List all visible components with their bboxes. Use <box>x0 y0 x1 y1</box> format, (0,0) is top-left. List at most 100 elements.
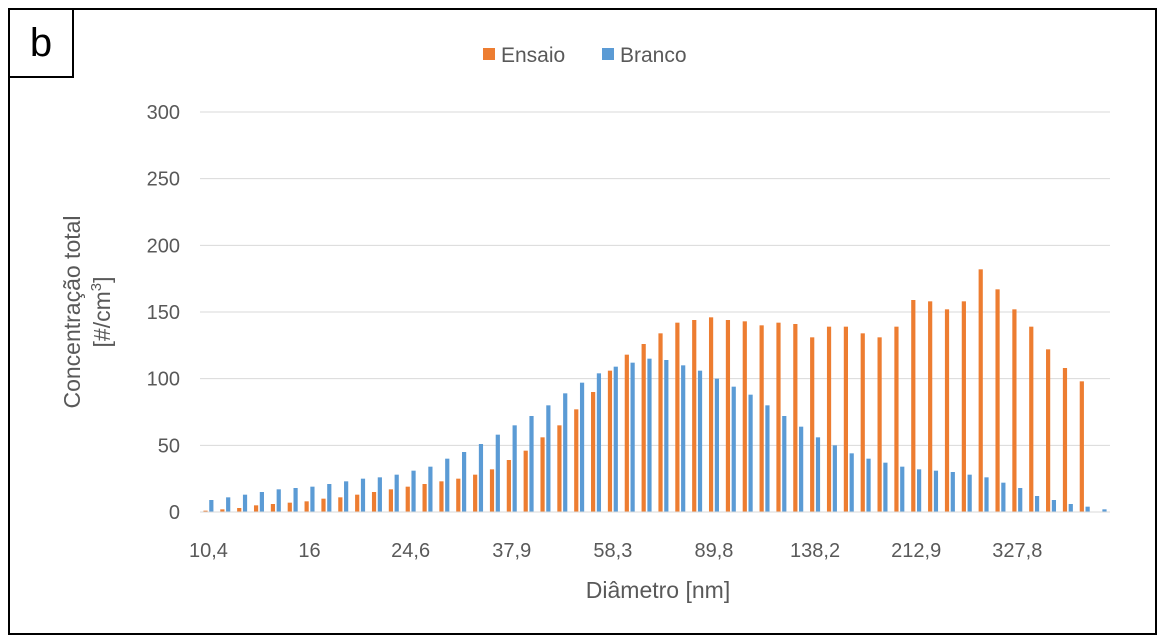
bar <box>276 489 281 512</box>
bar <box>742 321 747 512</box>
x-axis-tick-labels: 10,4 16 24,6 37,9 58,3 89,8 138,2 212,9 327,8 <box>189 540 1042 562</box>
bar <box>226 497 231 512</box>
bar <box>630 362 635 512</box>
bar <box>220 509 225 512</box>
bar <box>697 370 703 512</box>
bar <box>708 317 714 512</box>
x-tick-label: 89,8 <box>695 540 734 562</box>
bar <box>826 326 832 512</box>
bar <box>512 425 517 512</box>
bar <box>1062 368 1068 512</box>
bar <box>647 358 652 512</box>
bar <box>681 365 686 512</box>
y-axis-title-prefix: [#/cm <box>89 291 115 347</box>
y-tick-label: 0 <box>169 502 180 524</box>
bar <box>270 504 276 512</box>
x-tick-label: 327,8 <box>992 540 1042 562</box>
y-axis-title: Concentração total [#/cm3] <box>59 215 115 408</box>
legend-swatch <box>602 48 614 60</box>
bar <box>1102 509 1107 512</box>
bar <box>1029 326 1034 512</box>
bar <box>799 426 804 512</box>
bar <box>815 437 821 512</box>
bar <box>894 326 899 512</box>
bar <box>1001 482 1006 512</box>
x-tick-label: 10,4 <box>189 540 228 562</box>
bar <box>405 486 410 512</box>
bar <box>725 320 731 512</box>
bar <box>596 373 602 512</box>
x-tick-label: 212,9 <box>891 540 941 562</box>
bar <box>860 333 865 512</box>
legend: Ensaio Branco <box>483 44 687 67</box>
bar <box>877 337 882 512</box>
bars <box>203 269 1107 512</box>
bar <box>843 326 848 512</box>
bar <box>394 474 399 512</box>
bar <box>237 508 242 512</box>
bar <box>933 470 939 512</box>
bar <box>883 462 888 512</box>
bar <box>540 437 545 512</box>
bar <box>557 425 562 512</box>
bar <box>793 324 798 512</box>
bar <box>810 337 815 512</box>
bar <box>253 505 259 512</box>
bar <box>765 405 770 512</box>
bar <box>911 300 916 512</box>
bar <box>203 510 208 512</box>
bar <box>462 452 467 512</box>
bar <box>428 466 433 512</box>
bar <box>388 489 393 512</box>
bar <box>613 366 618 512</box>
bar <box>304 501 309 512</box>
bar <box>529 416 534 512</box>
bar <box>411 470 416 512</box>
y-tick-label: 250 <box>147 169 180 191</box>
bar <box>866 458 871 512</box>
bar <box>563 393 568 512</box>
bar <box>310 486 315 512</box>
bar <box>1085 506 1090 512</box>
bar <box>495 434 500 512</box>
panel-label: b <box>8 8 74 78</box>
bar <box>478 444 484 512</box>
bar <box>607 370 613 512</box>
bar <box>900 466 905 512</box>
bar <box>456 478 461 512</box>
bar <box>338 497 343 512</box>
bar <box>714 378 719 512</box>
bar <box>748 394 753 512</box>
legend-swatch <box>483 48 495 60</box>
bar <box>327 484 332 512</box>
bar <box>591 392 596 512</box>
bar <box>344 481 349 512</box>
bar <box>984 477 989 512</box>
legend-item-ensaio: Ensaio <box>483 44 565 67</box>
bar <box>546 405 551 512</box>
bar <box>776 322 781 512</box>
y-axis-title-suffix: ] <box>89 277 115 283</box>
bar <box>928 301 933 512</box>
gridlines <box>200 111 1110 446</box>
bar <box>1051 500 1057 512</box>
bar <box>574 409 579 512</box>
bar <box>961 301 966 512</box>
x-tick-label: 16 <box>298 540 320 562</box>
y-tick-label: 150 <box>147 302 180 324</box>
legend-label: Branco <box>620 44 687 67</box>
y-axis-tick-labels: 0 50 100 150 200 250 300 <box>147 102 180 524</box>
bar <box>664 360 669 512</box>
bar <box>439 481 444 512</box>
bar <box>321 498 326 512</box>
bar <box>259 492 264 512</box>
bar <box>422 484 427 512</box>
bar <box>242 494 248 512</box>
bar <box>978 269 983 512</box>
bar <box>849 453 854 512</box>
bar <box>641 344 646 512</box>
bar <box>917 469 922 512</box>
bar <box>1034 496 1040 512</box>
bar <box>523 450 528 512</box>
bar <box>473 474 478 512</box>
